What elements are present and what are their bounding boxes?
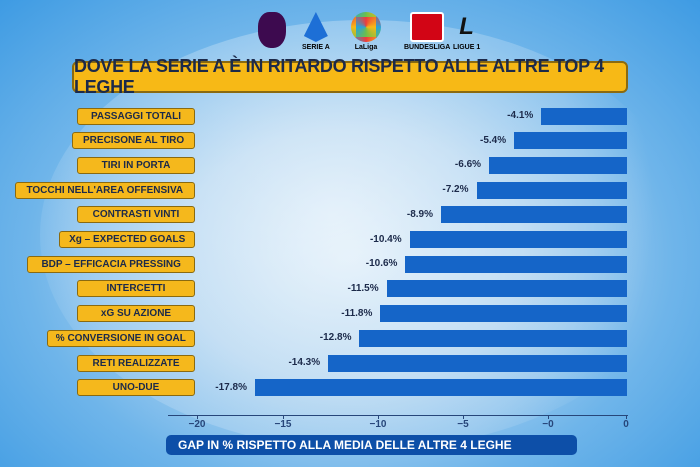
bar bbox=[405, 255, 627, 273]
data-label: -6.6% bbox=[454, 159, 482, 171]
data-label: -7.2% bbox=[442, 184, 469, 196]
bar bbox=[489, 156, 627, 174]
category-label: PASSAGGI TOTALI bbox=[77, 107, 195, 125]
x-axis-line bbox=[168, 415, 628, 416]
data-label: -10.6% bbox=[365, 258, 398, 270]
laliga-logo: LaLiga bbox=[351, 12, 381, 51]
x-tick-label: −0 bbox=[542, 419, 554, 430]
category-label: TOCCHI NELL'AREA OFFENSIVA bbox=[14, 181, 195, 199]
category-label: Xg – EXPECTED GOALS bbox=[59, 231, 195, 248]
x-tick bbox=[283, 415, 284, 419]
data-label: -5.4% bbox=[480, 134, 507, 146]
x-tick bbox=[378, 415, 379, 419]
x-tick-label: −5 bbox=[457, 419, 469, 430]
x-tick bbox=[548, 415, 549, 419]
chart-title: DOVE LA SERIE A È IN RITARDO RISPETTO AL… bbox=[72, 56, 628, 97]
data-label: -4.1% bbox=[507, 110, 534, 121]
category-label: xG SU AZIONE bbox=[77, 305, 195, 323]
x-tick-label: −15 bbox=[274, 419, 292, 430]
category-label: INTERCETTI bbox=[77, 280, 195, 298]
bar bbox=[409, 231, 627, 248]
x-tick bbox=[626, 415, 627, 419]
category-label: BDP – EFFICACIA PRESSING bbox=[27, 255, 195, 273]
data-label: -14.3% bbox=[288, 357, 321, 368]
ligue-1-logo-text: LIGUE 1 bbox=[453, 44, 481, 51]
x-tick-label: 0 bbox=[623, 419, 629, 430]
data-label: -17.8% bbox=[215, 381, 247, 393]
bundesliga-logo: BUNDESLIGA bbox=[404, 12, 450, 51]
bundesliga-logo-text: BUNDESLIGA bbox=[404, 44, 451, 51]
bar bbox=[254, 379, 627, 397]
data-label: -11.5% bbox=[347, 282, 379, 294]
serie-a-logo: SERIE A bbox=[302, 12, 330, 51]
x-axis-label: GAP IN % RISPETTO ALLA MEDIA DELLE ALTRE… bbox=[166, 435, 577, 455]
bar bbox=[514, 132, 627, 150]
x-tick bbox=[463, 415, 464, 419]
category-label: UNO-DUE bbox=[77, 379, 195, 397]
x-tick-label: −10 bbox=[369, 419, 387, 430]
bar bbox=[476, 181, 627, 199]
x-tick-label: −20 bbox=[188, 419, 206, 430]
bar bbox=[380, 305, 627, 323]
bar bbox=[386, 280, 627, 298]
premier-league-logo bbox=[258, 12, 286, 50]
bar bbox=[359, 329, 627, 347]
bar bbox=[440, 206, 627, 224]
category-label: % CONVERSIONE IN GOAL bbox=[46, 329, 195, 347]
category-label: PRECISONE AL TIRO bbox=[72, 132, 195, 150]
bar bbox=[541, 107, 627, 125]
category-label: CONTRASTI VINTI bbox=[77, 206, 195, 224]
x-tick bbox=[197, 415, 198, 419]
data-label: -10.4% bbox=[369, 233, 402, 245]
data-label: -8.9% bbox=[406, 208, 433, 220]
data-label: -12.8% bbox=[319, 332, 352, 344]
ligue-1-logo: L LIGUE 1 bbox=[453, 13, 481, 51]
bar bbox=[328, 354, 627, 372]
league-logos: SERIE A LaLiga BUNDESLIGA L LIGUE 1 bbox=[0, 12, 700, 58]
data-label: -11.8% bbox=[341, 307, 373, 319]
category-label: TIRI IN PORTA bbox=[77, 156, 195, 174]
laliga-logo-text: LaLiga bbox=[354, 44, 378, 51]
category-label: RETI REALIZZATE bbox=[77, 354, 195, 372]
serie-a-logo-text: SERIE A bbox=[302, 44, 330, 51]
